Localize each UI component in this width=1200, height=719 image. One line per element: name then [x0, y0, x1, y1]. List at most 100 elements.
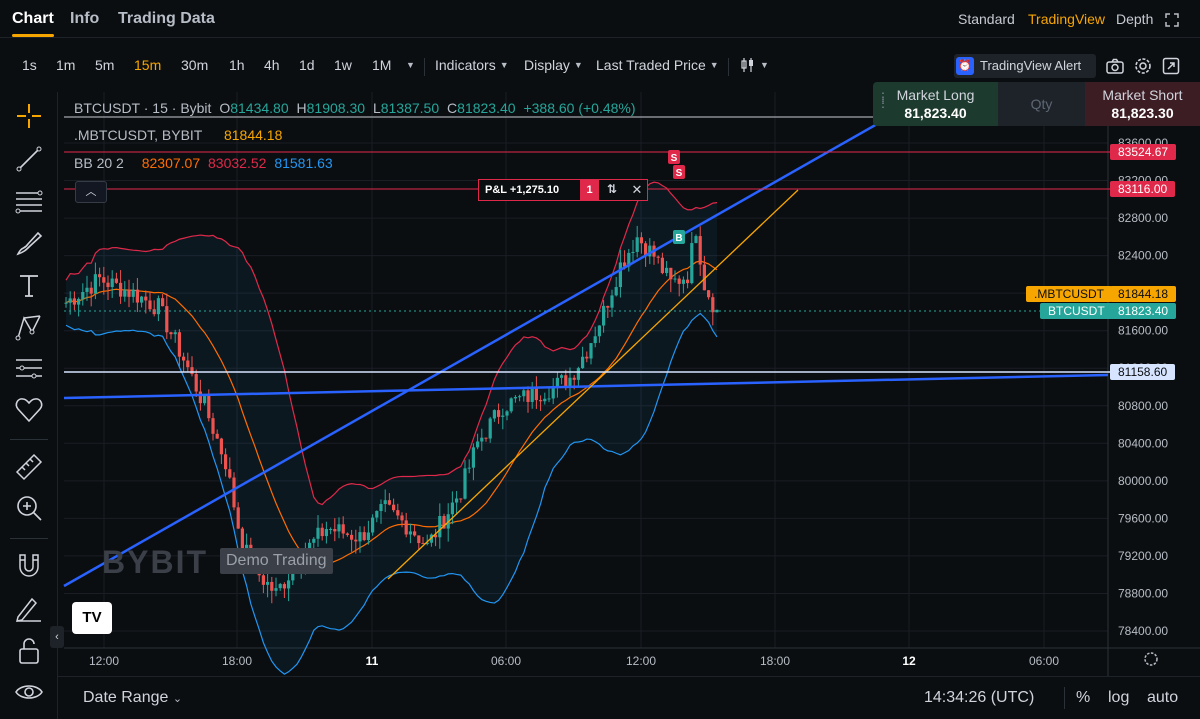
date-range-label: Date Range [83, 689, 169, 706]
tab-chart[interactable]: Chart [12, 10, 54, 27]
candle-body [131, 289, 135, 297]
magnet-icon [19, 554, 39, 577]
projection-tool[interactable] [14, 354, 44, 384]
trendline-drawing[interactable] [63, 373, 1109, 400]
price-axis-tick-label: 80000.00 [1118, 474, 1168, 488]
candle-body [102, 277, 106, 283]
mark-symbol-label[interactable]: .MBTCUSDT, BYBIT [74, 127, 203, 143]
candle-body [337, 524, 341, 532]
text-tool[interactable] [14, 270, 44, 300]
visibility-tool[interactable] [14, 677, 44, 707]
brush-tool[interactable] [14, 228, 44, 258]
bb-upper-value: 83032.52 [208, 155, 267, 171]
date-range-button[interactable]: Date Range ⌄ [83, 689, 182, 707]
candle-body [68, 298, 72, 303]
tab-info[interactable]: Info [70, 10, 100, 27]
tab-trading-data[interactable]: Trading Data [118, 10, 215, 27]
market-short-button[interactable]: Market Short 81,823.30 [1085, 82, 1200, 126]
candle-body [572, 377, 576, 380]
fib-tool[interactable] [14, 186, 44, 216]
timeframe-1m[interactable]: 1m [56, 57, 76, 73]
chevron-down-icon: ▼ [573, 60, 583, 70]
price-line-label[interactable]: 83116.00 [1110, 181, 1176, 197]
position-pnl-label[interactable]: P&L +1,275.10 1 ⇅ ✕ [478, 179, 648, 201]
timeframe-1w[interactable]: 1w [334, 57, 352, 73]
mode-tradingview[interactable]: TradingView [1028, 11, 1106, 27]
price-source-select[interactable]: Last Traded Price ▼ [596, 57, 719, 73]
timeframe-1s[interactable]: 1s [22, 57, 37, 73]
reverse-position-icon[interactable]: ⇅ [606, 182, 618, 196]
collapse-toolbar-button[interactable]: ‹ [50, 626, 64, 648]
trade-marker[interactable] [668, 150, 680, 164]
mode-depth[interactable]: Depth [1116, 11, 1154, 27]
timeframe-dropdown[interactable]: ▼ [402, 57, 415, 73]
mode-standard[interactable]: Standard [958, 11, 1015, 27]
market-long-button[interactable]: ⋮ ⋮ Market Long 81,823.40 [873, 82, 998, 126]
fullscreen-icon[interactable] [1161, 56, 1181, 76]
lock-drawings-tool[interactable] [14, 593, 44, 623]
timeframe-1d[interactable]: 1d [299, 57, 315, 73]
candle-body [648, 245, 652, 257]
trade-marker[interactable] [673, 230, 685, 244]
expand-icon[interactable] [1164, 12, 1180, 28]
axis-settings-icon[interactable] [1144, 652, 1158, 666]
tradingview-alert-button[interactable]: ⏰ TradingView Alert [954, 54, 1096, 78]
zoom-tool[interactable] [14, 493, 44, 523]
log-scale-toggle[interactable]: log [1108, 689, 1130, 706]
trade-marker[interactable] [673, 165, 685, 179]
utc-clock[interactable]: 14:34:26 (UTC) [924, 689, 1035, 706]
candle-body [711, 297, 715, 313]
time-axis-tick-label: 06:00 [491, 654, 521, 668]
trendline-tool[interactable] [14, 144, 44, 174]
trendline-drawing[interactable] [387, 189, 799, 580]
price-axis-tick-label: 80400.00 [1118, 436, 1168, 450]
tradingview-logo[interactable]: TV [72, 602, 112, 634]
candle-body [161, 298, 165, 307]
collapse-legend-button[interactable]: ︿ [75, 181, 107, 203]
price-axis-tick-label: 78800.00 [1118, 586, 1168, 600]
candle-body [173, 332, 177, 335]
close-position-icon[interactable]: ✕ [631, 182, 643, 197]
trade-marker-label: S [671, 153, 678, 164]
trendline-drawing[interactable] [63, 113, 894, 588]
crosshair-tool[interactable] [14, 101, 44, 131]
chevron-down-icon: ▼ [499, 60, 509, 70]
candle-body [450, 502, 454, 515]
horizontal-line-label[interactable]: 81158.60 [1110, 364, 1176, 380]
candle-body [282, 584, 286, 589]
camera-icon[interactable] [1105, 56, 1125, 76]
demo-trading-label: Demo Trading [220, 548, 333, 574]
last-price-symbol-label: BTCUSDT [1040, 303, 1113, 319]
favorites-tool[interactable] [14, 395, 44, 425]
timeframe-15m[interactable]: 15m [134, 57, 162, 73]
qty-input[interactable]: Qty [998, 82, 1085, 126]
candle-body [488, 418, 492, 439]
pattern-tool[interactable] [14, 312, 44, 342]
position-qty: 1 [580, 180, 599, 200]
ruler-tool[interactable] [14, 452, 44, 482]
indicators-button[interactable]: Indicators ▼ [435, 57, 509, 73]
percent-scale-toggle[interactable]: % [1076, 689, 1091, 706]
symbol-label[interactable]: BTCUSDT · 15 · Bybit [74, 100, 212, 116]
auto-scale-toggle[interactable]: auto [1147, 689, 1179, 706]
timeframe-1h[interactable]: 1h [229, 57, 245, 73]
price-line-label[interactable]: 83524.67 [1110, 144, 1177, 160]
magnet-tool[interactable] [14, 551, 44, 581]
candle-body [177, 332, 181, 357]
text-icon [20, 275, 38, 297]
timeframe-5m[interactable]: 5m [95, 57, 115, 73]
timeframe-4h[interactable]: 4h [264, 57, 280, 73]
toolbar-divider [10, 439, 48, 440]
display-button[interactable]: Display ▼ [524, 57, 583, 73]
bb-label[interactable]: BB 20 2 [74, 155, 124, 171]
drag-handle-icon[interactable]: ⋮ ⋮ [877, 90, 889, 110]
candle-body [497, 410, 501, 417]
candle-body [329, 529, 333, 531]
candle-body [698, 236, 702, 265]
gear-icon[interactable] [1133, 56, 1153, 76]
timeframe-1M[interactable]: 1M [372, 57, 392, 73]
unlock-tool[interactable] [14, 636, 44, 666]
chart-type-button[interactable]: ▼ [740, 57, 769, 73]
eye-icon [15, 685, 43, 699]
timeframe-30m[interactable]: 30m [181, 57, 209, 73]
